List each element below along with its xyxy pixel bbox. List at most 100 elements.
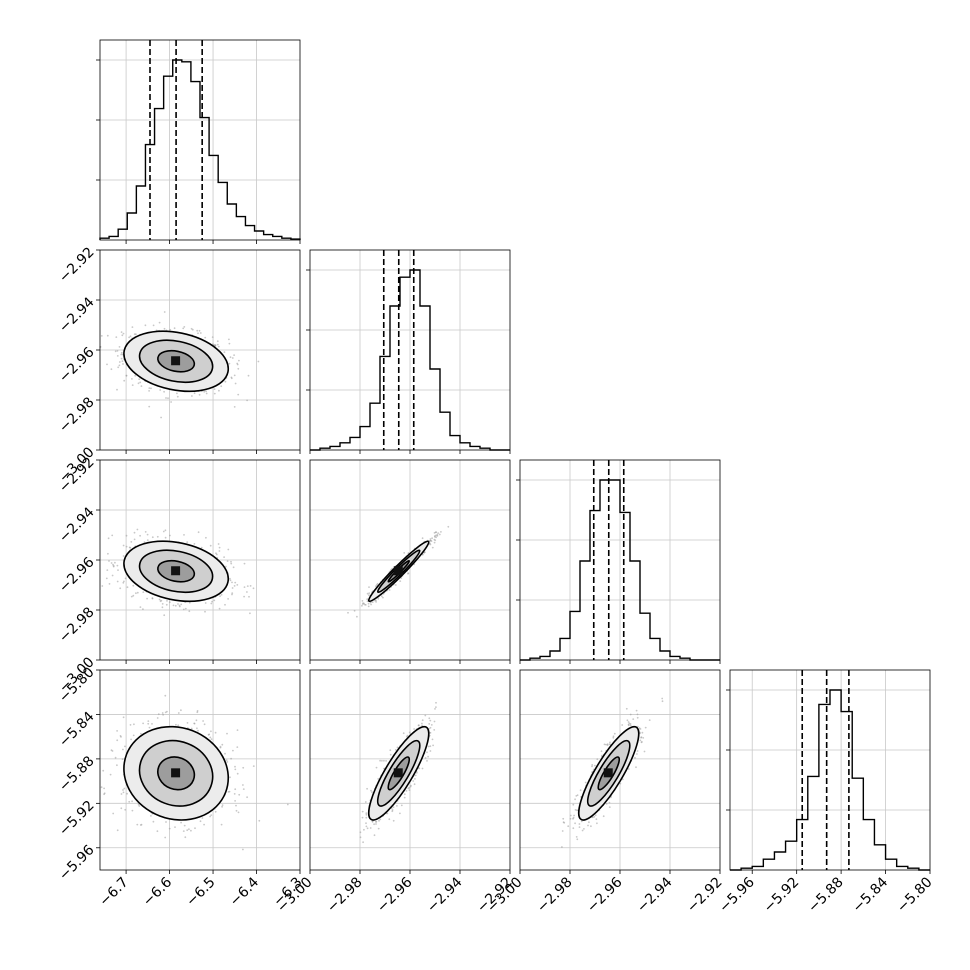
sample-point: [131, 384, 134, 386]
sample-point: [233, 374, 236, 377]
sample-point: [199, 820, 202, 823]
sample-point: [205, 390, 207, 393]
sample-point: [100, 335, 103, 337]
sample-point: [118, 346, 121, 348]
sample-point: [220, 385, 223, 388]
sample-point: [122, 544, 125, 547]
sample-point: [140, 385, 143, 387]
sample-point: [193, 722, 196, 725]
sample-point: [413, 728, 415, 730]
sample-point: [182, 608, 185, 611]
sample-point: [242, 784, 244, 786]
sample-point: [133, 723, 135, 726]
sample-point: [172, 604, 175, 607]
sample-point: [228, 790, 231, 793]
sample-point: [122, 581, 125, 584]
sample-point: [182, 327, 185, 330]
sample-point: [158, 598, 161, 601]
sample-point: [191, 328, 194, 331]
sample-point: [433, 541, 436, 544]
sample-point: [369, 827, 372, 829]
sample-point: [424, 757, 427, 759]
sample-point: [248, 595, 250, 598]
sample-point: [235, 809, 238, 812]
sample-point: [177, 712, 180, 714]
sample-point: [421, 537, 424, 540]
sample-point: [233, 354, 236, 356]
sample-point: [123, 787, 126, 790]
sample-point: [184, 836, 187, 839]
sample-point: [418, 724, 420, 727]
sample-point: [429, 542, 431, 545]
sample-point: [112, 563, 114, 566]
density-peak-cell: [171, 356, 181, 366]
sample-point: [197, 729, 199, 732]
sample-point: [165, 603, 168, 606]
sample-point: [224, 603, 226, 606]
sample-point: [353, 609, 356, 612]
sample-point: [394, 584, 397, 586]
sample-point: [201, 817, 204, 819]
sample-point: [161, 606, 164, 609]
sample-point: [168, 601, 171, 604]
sample-point: [229, 776, 231, 779]
sample-point: [219, 745, 222, 748]
sample-point: [211, 336, 214, 338]
panel-2-0: [96, 459, 301, 664]
sample-point: [361, 603, 364, 605]
sample-point: [230, 562, 233, 565]
sample-point: [365, 812, 368, 815]
sample-point: [226, 560, 229, 562]
sample-point: [112, 812, 115, 815]
sample-point: [205, 536, 207, 539]
sample-point: [139, 824, 142, 826]
sample-point: [164, 836, 167, 839]
sample-point: [396, 805, 398, 807]
panel-2-2: [516, 459, 721, 664]
sample-point: [413, 783, 416, 786]
sample-point: [403, 552, 406, 554]
sample-point: [226, 732, 228, 735]
sample-point: [223, 351, 226, 353]
sample-point: [243, 562, 246, 565]
sample-point: [112, 565, 115, 568]
sample-point: [116, 355, 119, 357]
sample-point: [217, 543, 220, 545]
panel-0-0: [96, 39, 301, 244]
sample-point: [635, 709, 638, 712]
sample-point: [160, 416, 162, 419]
sample-point: [103, 787, 105, 790]
sample-point: [377, 827, 380, 830]
sample-point: [195, 719, 198, 722]
sample-point: [174, 826, 176, 828]
sample-point: [110, 368, 113, 371]
sample-point: [433, 729, 436, 731]
sample-point: [116, 764, 118, 767]
sample-point: [123, 580, 125, 583]
sample-point: [203, 723, 206, 726]
sample-point: [161, 603, 164, 605]
sample-point: [365, 813, 368, 816]
sample-point: [209, 736, 212, 739]
sample-point: [106, 569, 109, 571]
sample-point: [246, 796, 249, 799]
sample-point: [213, 388, 216, 390]
sample-point: [110, 562, 113, 564]
sample-point: [407, 572, 409, 575]
sample-point: [148, 726, 151, 729]
sample-point: [249, 585, 252, 587]
sample-point: [249, 612, 251, 615]
sample-point: [174, 604, 177, 607]
sample-point: [382, 596, 384, 599]
sample-point: [389, 753, 392, 756]
sample-point: [231, 593, 233, 596]
sample-point: [122, 716, 125, 719]
sample-point: [188, 610, 191, 613]
sample-point: [237, 393, 240, 396]
sample-point: [144, 531, 147, 533]
sample-point: [132, 584, 135, 587]
sample-point: [151, 536, 154, 539]
sample-point: [131, 800, 133, 803]
sample-point: [236, 363, 239, 366]
